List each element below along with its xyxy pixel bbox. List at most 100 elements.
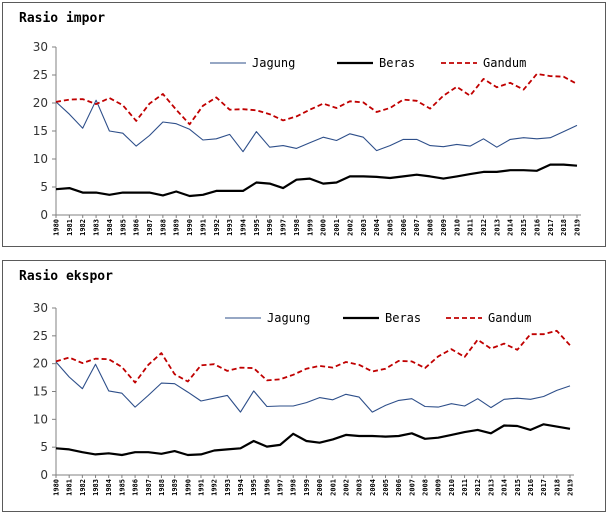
x-tick-label: 2003 bbox=[356, 479, 364, 496]
x-tick-label: 1988 bbox=[159, 219, 167, 236]
y-tick-label: 15 bbox=[33, 385, 48, 399]
x-tick-label: 1992 bbox=[211, 479, 219, 496]
y-tick-label: 25 bbox=[33, 68, 48, 82]
y-tick-label: 5 bbox=[40, 180, 48, 194]
x-tick-label: 2011 bbox=[467, 219, 475, 236]
x-tick-label: 2014 bbox=[501, 479, 509, 496]
x-tick-label: 1985 bbox=[119, 219, 127, 236]
series-line-jagung bbox=[55, 361, 571, 413]
x-tick-label: 1982 bbox=[79, 479, 87, 496]
x-tick-label: 1999 bbox=[306, 219, 314, 236]
y-tick-label: 30 bbox=[33, 301, 48, 315]
x-tick-label: 1991 bbox=[199, 219, 207, 236]
x-tick-label: 1993 bbox=[224, 479, 232, 496]
series-line-gandum bbox=[55, 329, 571, 384]
legend-label-gandum: Gandum bbox=[483, 56, 526, 70]
x-tick-label: 1980 bbox=[53, 479, 61, 496]
x-tick-label: 1998 bbox=[293, 219, 301, 236]
y-tick-label: 10 bbox=[33, 412, 48, 426]
x-tick-label: 2012 bbox=[474, 479, 482, 496]
chart-ekspor-svg: 0 5 10 15 20 25 30 1980 1981 1982 1983 1984 1985 1986… bbox=[33, 301, 575, 496]
y-tick-label: 10 bbox=[33, 152, 48, 166]
x-tick-label: 1987 bbox=[145, 479, 153, 496]
x-tick-label: 1990 bbox=[184, 479, 192, 496]
y-tick-label: 30 bbox=[33, 40, 48, 54]
x-tick-label: 1991 bbox=[197, 479, 205, 496]
x-tick-label: 1985 bbox=[118, 479, 126, 496]
x-tick-label: 1988 bbox=[158, 479, 166, 496]
legend-label-jagung: Jagung bbox=[252, 56, 295, 70]
x-tick-label: 1984 bbox=[105, 479, 113, 496]
x-tick-label: 2003 bbox=[360, 219, 368, 236]
x-tick-label: 1995 bbox=[250, 479, 258, 496]
chart-panel-ekspor: Rasio ekspor 0 5 10 15 20 25 30 1980 1981 1982 198… bbox=[2, 260, 606, 512]
y-tick-label: 20 bbox=[33, 96, 48, 110]
x-tick-label: 2011 bbox=[461, 479, 469, 496]
x-tick-label: 2013 bbox=[493, 219, 501, 236]
x-tick-label: 1986 bbox=[132, 479, 140, 496]
x-tick-label: 2016 bbox=[527, 479, 535, 496]
x-tick-label: 2006 bbox=[400, 219, 408, 236]
x-tick-label: 1981 bbox=[66, 479, 74, 496]
x-tick-label: 2005 bbox=[382, 479, 390, 496]
x-tick-label: 2018 bbox=[560, 219, 568, 236]
x-tick-label: 1989 bbox=[173, 219, 181, 236]
y-tick-label: 15 bbox=[33, 124, 48, 138]
x-tick-label: 1994 bbox=[240, 219, 248, 236]
x-tick-label: 1992 bbox=[213, 219, 221, 236]
x-tick-label: 2000 bbox=[316, 479, 324, 496]
x-tick-label: 2009 bbox=[440, 219, 448, 236]
series-line-beras bbox=[55, 163, 578, 198]
chart-title: Rasio impor bbox=[19, 11, 106, 26]
legend-label-jagung: Jagung bbox=[267, 311, 310, 325]
chart-panel-impor: Rasio impor 0 5 10 15 20 25 30 1980 1981 1982 1983… bbox=[2, 2, 606, 247]
x-tick-label: 1989 bbox=[171, 479, 179, 496]
legend-label-gandum: Gandum bbox=[488, 311, 531, 325]
x-tick-label: 1981 bbox=[66, 219, 74, 236]
x-tick-label: 1998 bbox=[290, 479, 298, 496]
x-tick-label: 2005 bbox=[386, 219, 394, 236]
x-tick-label: 1982 bbox=[79, 219, 87, 236]
y-tick-label: 20 bbox=[33, 357, 48, 371]
legend-label-beras: Beras bbox=[379, 56, 415, 70]
x-tick-label: 1999 bbox=[303, 479, 311, 496]
x-tick-label: 2007 bbox=[408, 479, 416, 496]
x-tick-label: 1993 bbox=[226, 219, 234, 236]
x-tick-label: 1990 bbox=[186, 219, 194, 236]
x-tick-label: 2004 bbox=[373, 219, 381, 236]
x-tick-label: 2001 bbox=[329, 479, 337, 496]
x-tick-label: 1980 bbox=[53, 219, 61, 236]
x-tick-label: 1996 bbox=[266, 219, 274, 236]
x-tick-label: 2010 bbox=[448, 479, 456, 496]
x-tick-label: 1984 bbox=[106, 219, 114, 236]
x-tick-label: 1986 bbox=[133, 219, 141, 236]
x-tick-label: 2001 bbox=[333, 219, 341, 236]
x-tick-label: 2017 bbox=[540, 479, 548, 496]
x-tick-label: 2017 bbox=[547, 219, 555, 236]
x-tick-label: 2006 bbox=[395, 479, 403, 496]
x-tick-label: 2019 bbox=[574, 219, 582, 236]
x-tick-label: 1997 bbox=[280, 219, 288, 236]
x-tick-label: 2007 bbox=[413, 219, 421, 236]
x-tick-label: 1983 bbox=[93, 219, 101, 236]
y-tick-label: 0 bbox=[40, 468, 48, 482]
x-tick-label: 2018 bbox=[553, 479, 561, 496]
x-tick-label: 2015 bbox=[514, 479, 522, 496]
x-tick-label: 2015 bbox=[520, 219, 528, 236]
series-line-gandum bbox=[55, 73, 578, 126]
x-tick-label: 1983 bbox=[92, 479, 100, 496]
y-tick-label: 5 bbox=[40, 440, 48, 454]
x-tick-label: 1994 bbox=[237, 479, 245, 496]
x-tick-label: 2014 bbox=[507, 219, 515, 236]
x-tick-label: 2002 bbox=[346, 219, 354, 236]
y-tick-label: 0 bbox=[40, 208, 48, 222]
x-tick-label: 2009 bbox=[435, 479, 443, 496]
series-line-beras bbox=[55, 423, 571, 457]
x-tick-label: 2019 bbox=[567, 479, 575, 496]
x-tick-label: 2004 bbox=[369, 479, 377, 496]
x-tick-label: 1997 bbox=[277, 479, 285, 496]
x-tick-label: 1996 bbox=[263, 479, 271, 496]
x-tick-label: 2016 bbox=[533, 219, 541, 236]
x-tick-label: 1987 bbox=[146, 219, 154, 236]
legend-label-beras: Beras bbox=[385, 311, 421, 325]
